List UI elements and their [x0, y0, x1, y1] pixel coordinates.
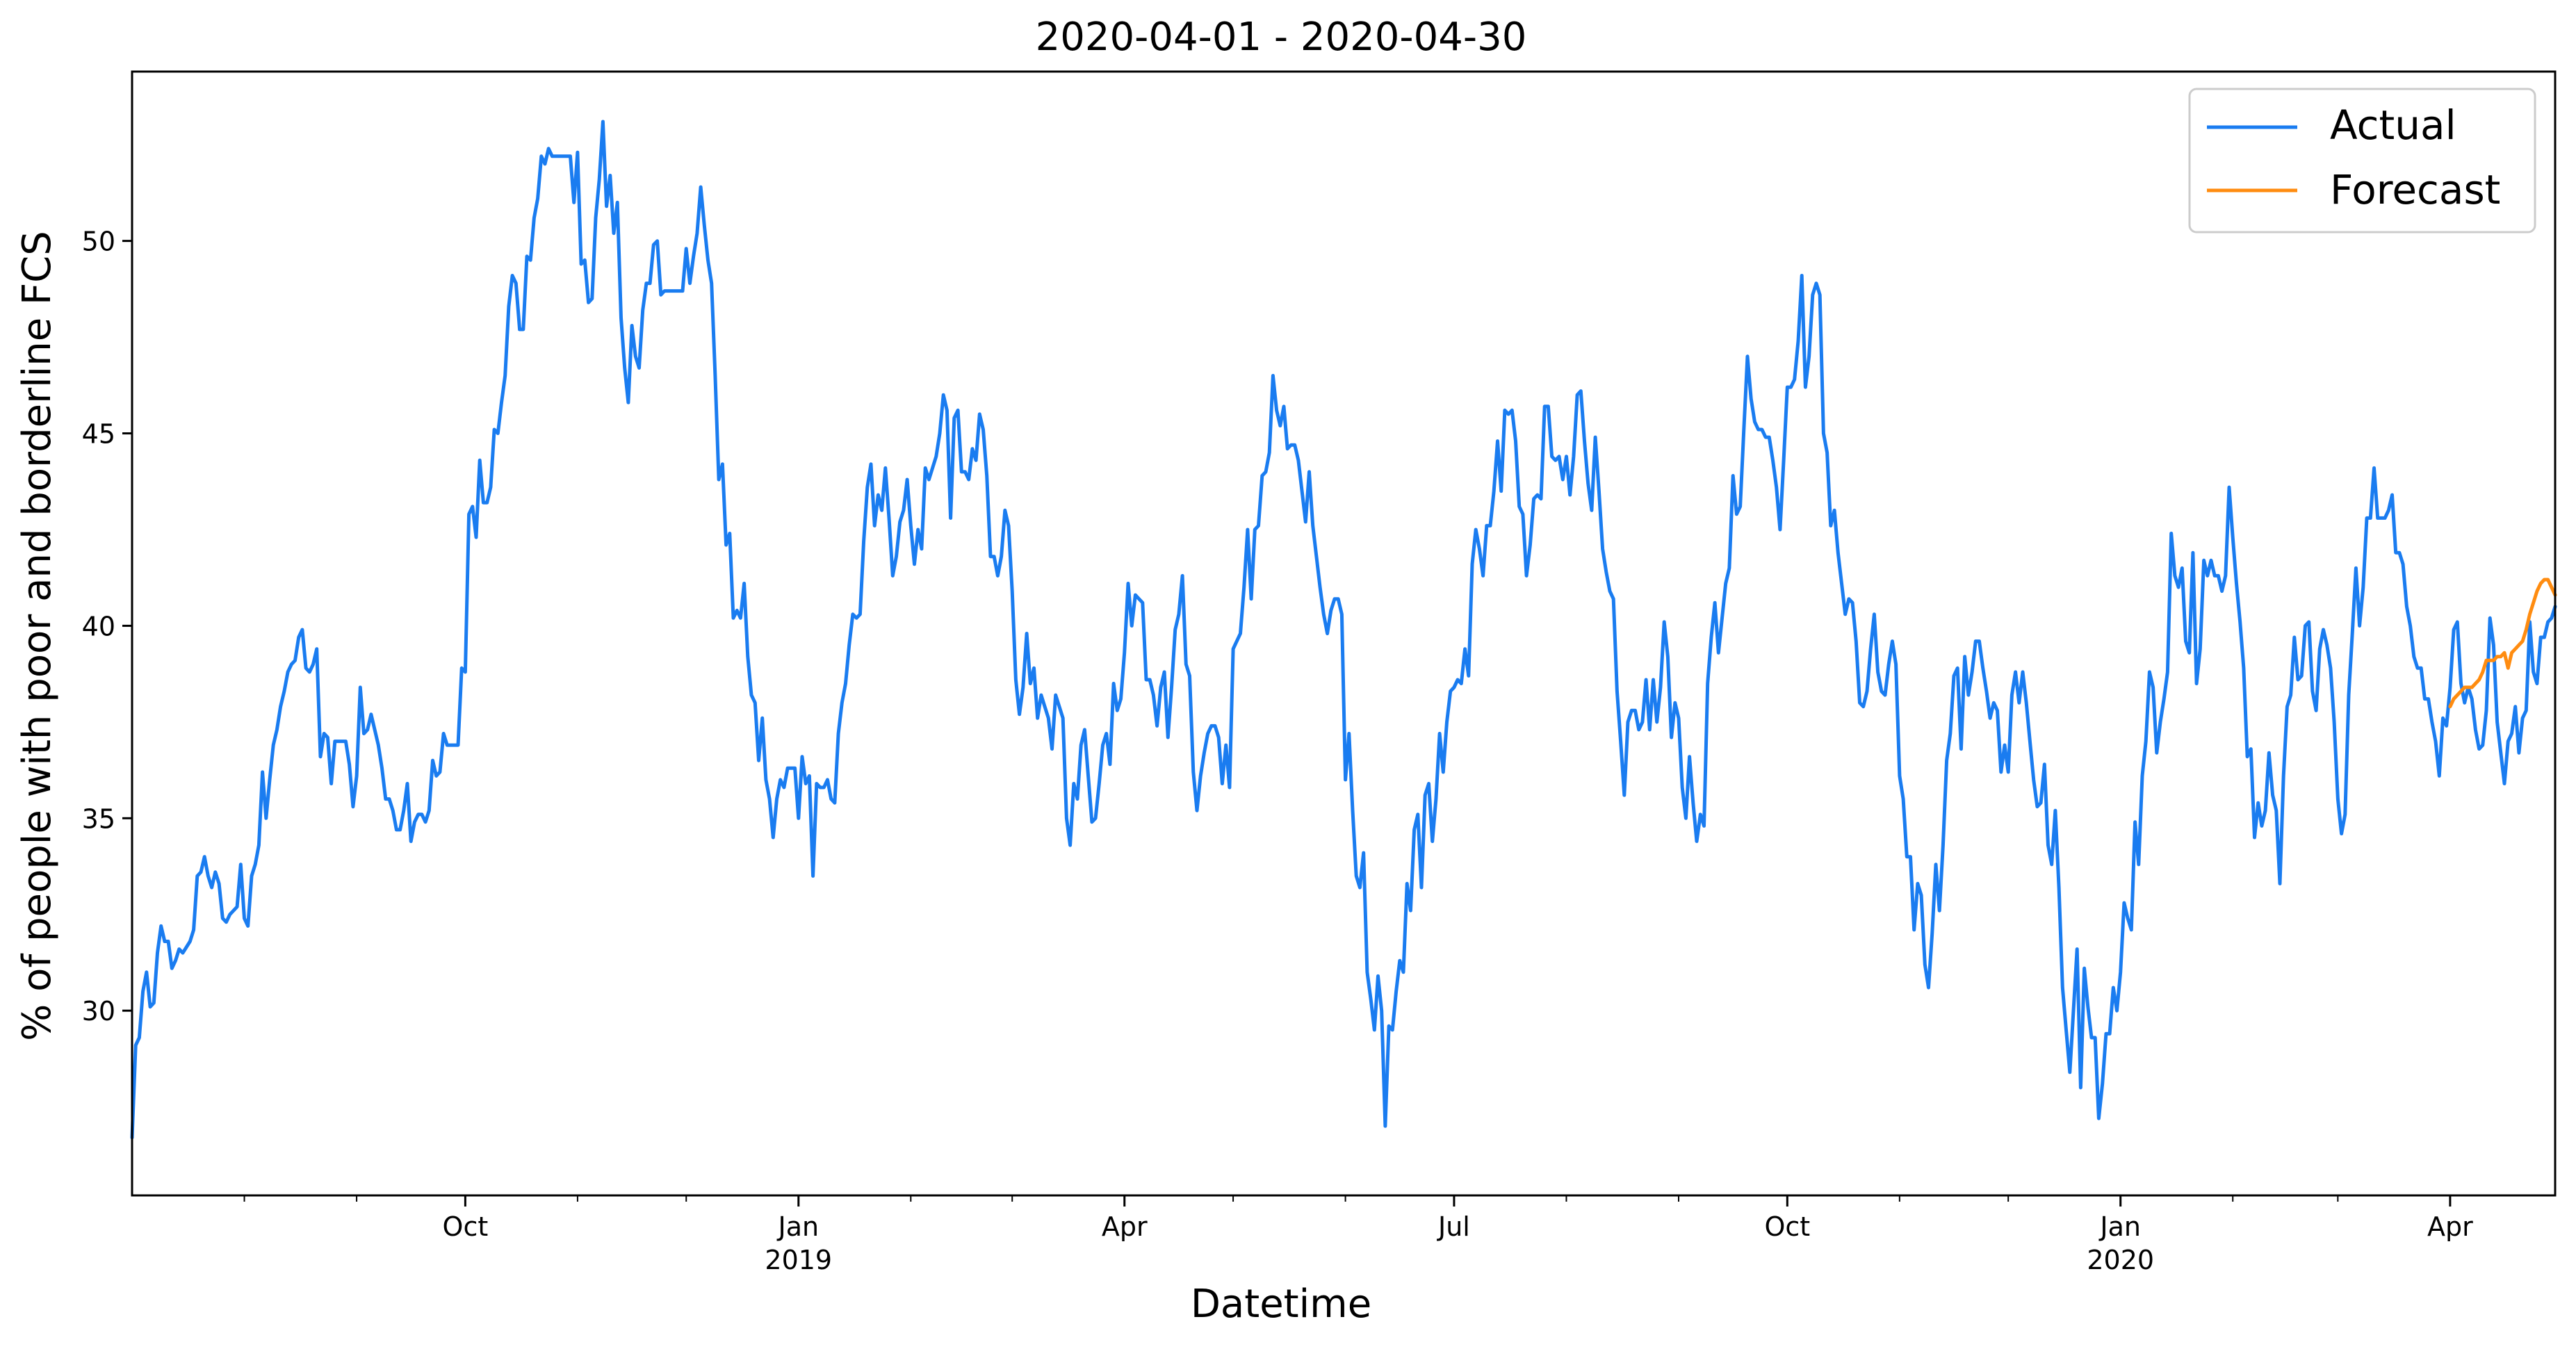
- series-line-forecast: [2448, 578, 2557, 709]
- x-tick-year-label: 2020: [2087, 1245, 2154, 1275]
- x-tick-label: Oct: [443, 1211, 489, 1242]
- plot-area: [130, 120, 2557, 1140]
- legend-actual-label: Actual: [2330, 101, 2456, 149]
- y-tick-label: 35: [82, 803, 115, 834]
- y-axis-label: % of people with poor and borderline FCS: [15, 231, 60, 1041]
- x-tick-label: Jul: [1437, 1211, 1470, 1242]
- series-line-actual: [130, 120, 2557, 1140]
- plot-frame: [131, 70, 2557, 1197]
- x-tick-label: Jan: [2098, 1211, 2141, 1242]
- legend-box: [2188, 88, 2536, 234]
- y-tick-label: 45: [82, 419, 115, 450]
- y-tick-label: 40: [82, 611, 115, 641]
- x-tick-label: Jan: [776, 1211, 819, 1242]
- x-tick-label: Oct: [1764, 1211, 1810, 1242]
- legend-forecast-label: Forecast: [2330, 166, 2500, 213]
- x-tick-year-label: 2019: [765, 1245, 832, 1275]
- y-tick-label: 50: [82, 227, 115, 257]
- legend: Actual Forecast: [2188, 88, 2536, 234]
- chart-title: 2020-04-01 - 2020-04-30: [1036, 15, 1527, 60]
- y-tick-label: 30: [82, 996, 115, 1027]
- x-tick-label: Apr: [2427, 1211, 2473, 1242]
- x-tick-label: Apr: [1102, 1211, 1148, 1242]
- x-axis-label: Datetime: [1191, 1282, 1371, 1327]
